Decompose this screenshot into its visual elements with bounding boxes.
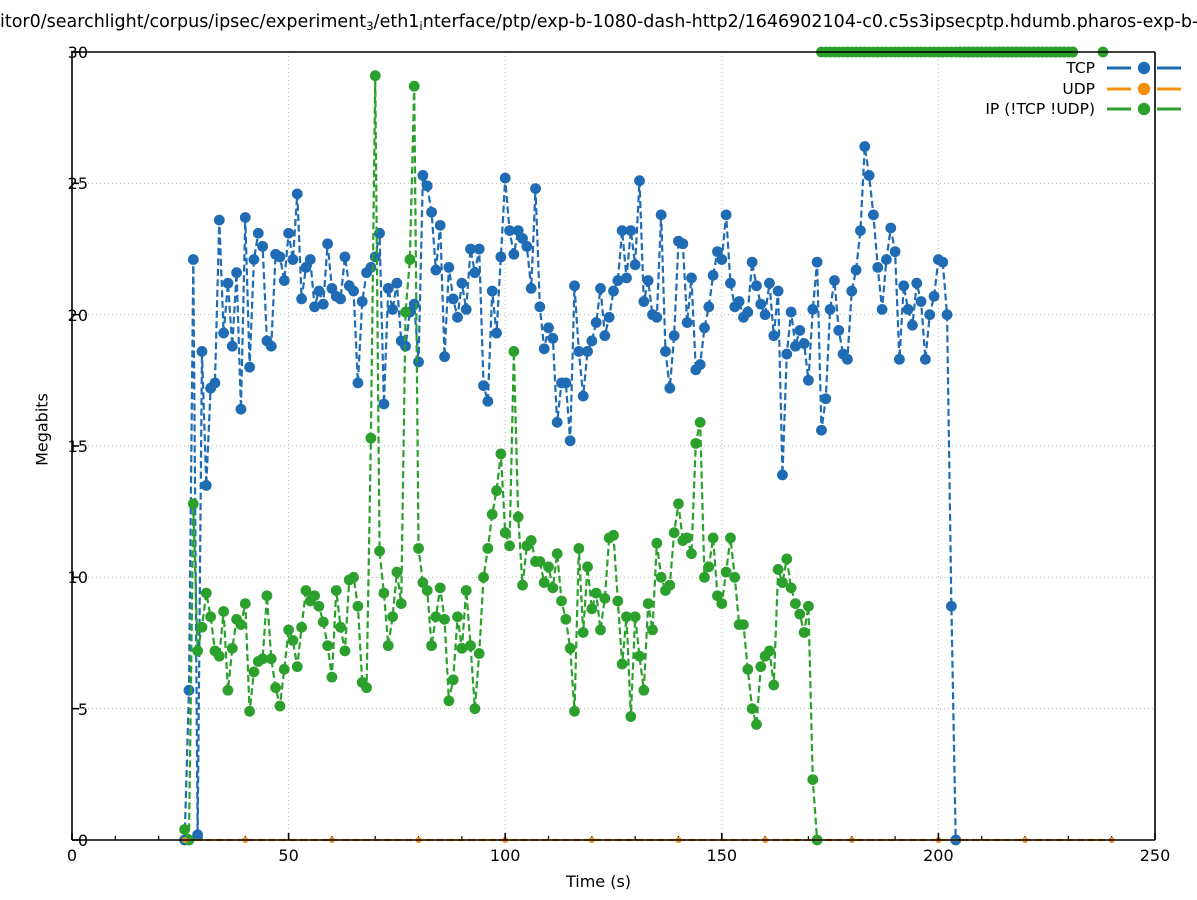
plot-area — [71, 46, 1156, 846]
legend-marker-swatch — [1105, 99, 1197, 119]
legend-label: TCP — [1066, 59, 1095, 78]
plot-canvas — [71, 46, 1156, 846]
y-tick-label: 5 — [77, 699, 88, 719]
legend-entry-tcp[interactable]: TCP — [957, 58, 1197, 79]
legend-entry-ip-tcp-udp[interactable]: IP (!TCP !UDP) — [957, 99, 1197, 120]
chart-title: itor0/searchlight/corpus/ipsec/experimen… — [0, 8, 1197, 36]
title-subscript-1: 3 — [366, 18, 374, 33]
x-tick-label: 250 — [1139, 846, 1171, 865]
x-tick-label: 50 — [278, 846, 299, 865]
legend-marker-swatch — [1105, 58, 1197, 78]
x-tick-label: 100 — [489, 846, 521, 865]
major-tick-marks — [71, 51, 1156, 841]
gridlines — [72, 51, 1156, 840]
x-tick-label: 200 — [923, 846, 954, 865]
legend-label: IP (!TCP !UDP) — [985, 100, 1095, 119]
title-segment-3: nterface/ptp/exp-b-1080-dash-http2/16469… — [422, 12, 1197, 32]
y-axis-label: Megabits — [32, 393, 52, 466]
title-subscript-2: i — [419, 18, 423, 33]
x-tick-label: 0 — [66, 846, 78, 865]
title-segment-1: itor0/searchlight/corpus/ipsec/experimen… — [0, 12, 367, 32]
x-tick-label: 150 — [706, 846, 738, 865]
chart-legend: TCP UDP IP (!TCP !UDP) — [957, 58, 1197, 120]
title-segment-2: /eth1 — [373, 12, 420, 32]
data-series-layer — [179, 46, 1115, 846]
legend-entry-udp[interactable]: UDP — [957, 79, 1197, 100]
legend-label: UDP — [1062, 79, 1095, 98]
chart-title-text: itor0/searchlight/corpus/ipsec/experimen… — [0, 8, 1197, 36]
legend-marker-swatch — [1105, 79, 1197, 99]
x-axis-label: Time (s) — [565, 872, 632, 891]
